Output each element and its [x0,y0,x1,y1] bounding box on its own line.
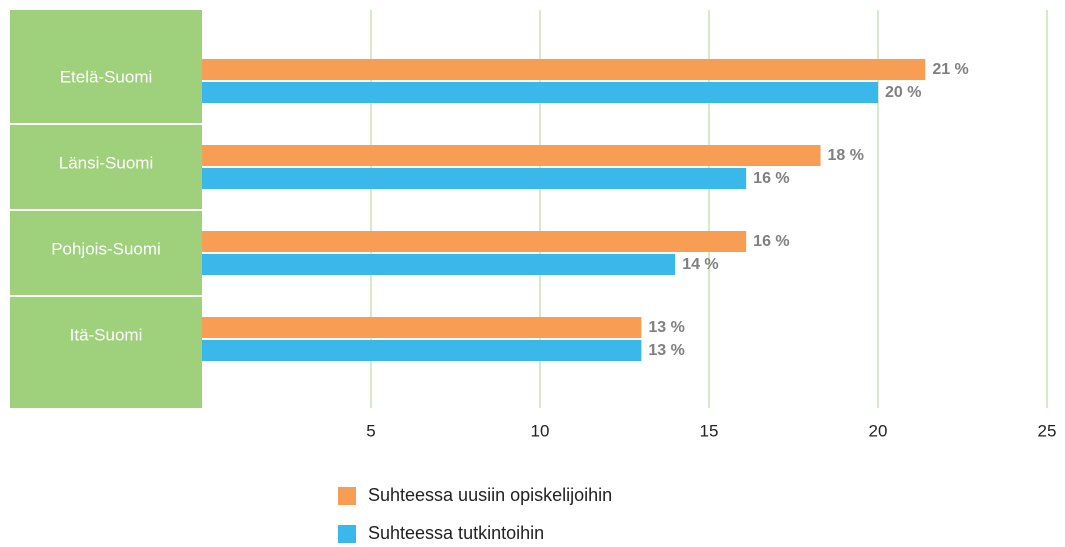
bar [202,340,642,361]
bar [202,82,878,103]
legend-swatch [338,525,356,543]
value-label: 14 % [682,256,718,273]
value-label: 13 % [648,319,684,336]
legend-label: Suhteessa tutkintoihin [368,523,544,543]
category-label: Länsi-Suomi [59,153,154,172]
legend-swatch [338,487,356,505]
bar [202,254,676,275]
bar [202,317,642,338]
bar [202,145,821,166]
value-label: 16 % [753,233,789,250]
x-tick-label: 20 [869,421,888,440]
bar [202,231,747,252]
legend-label: Suhteessa uusiin opiskelijoihin [368,485,612,505]
category-label: Pohjois-Suomi [51,239,161,258]
x-tick-label: 15 [700,421,719,440]
value-label: 18 % [828,147,864,164]
bar [202,59,926,80]
value-label: 16 % [753,170,789,187]
value-label: 13 % [648,342,684,359]
value-label: 21 % [932,61,968,78]
x-tick-label: 5 [366,421,375,440]
value-label: 20 % [885,84,921,101]
category-label: Etelä-Suomi [60,67,153,86]
x-tick-label: 10 [531,421,550,440]
category-label: Itä-Suomi [70,325,143,344]
x-tick-label: 25 [1038,421,1057,440]
bar [202,168,747,189]
